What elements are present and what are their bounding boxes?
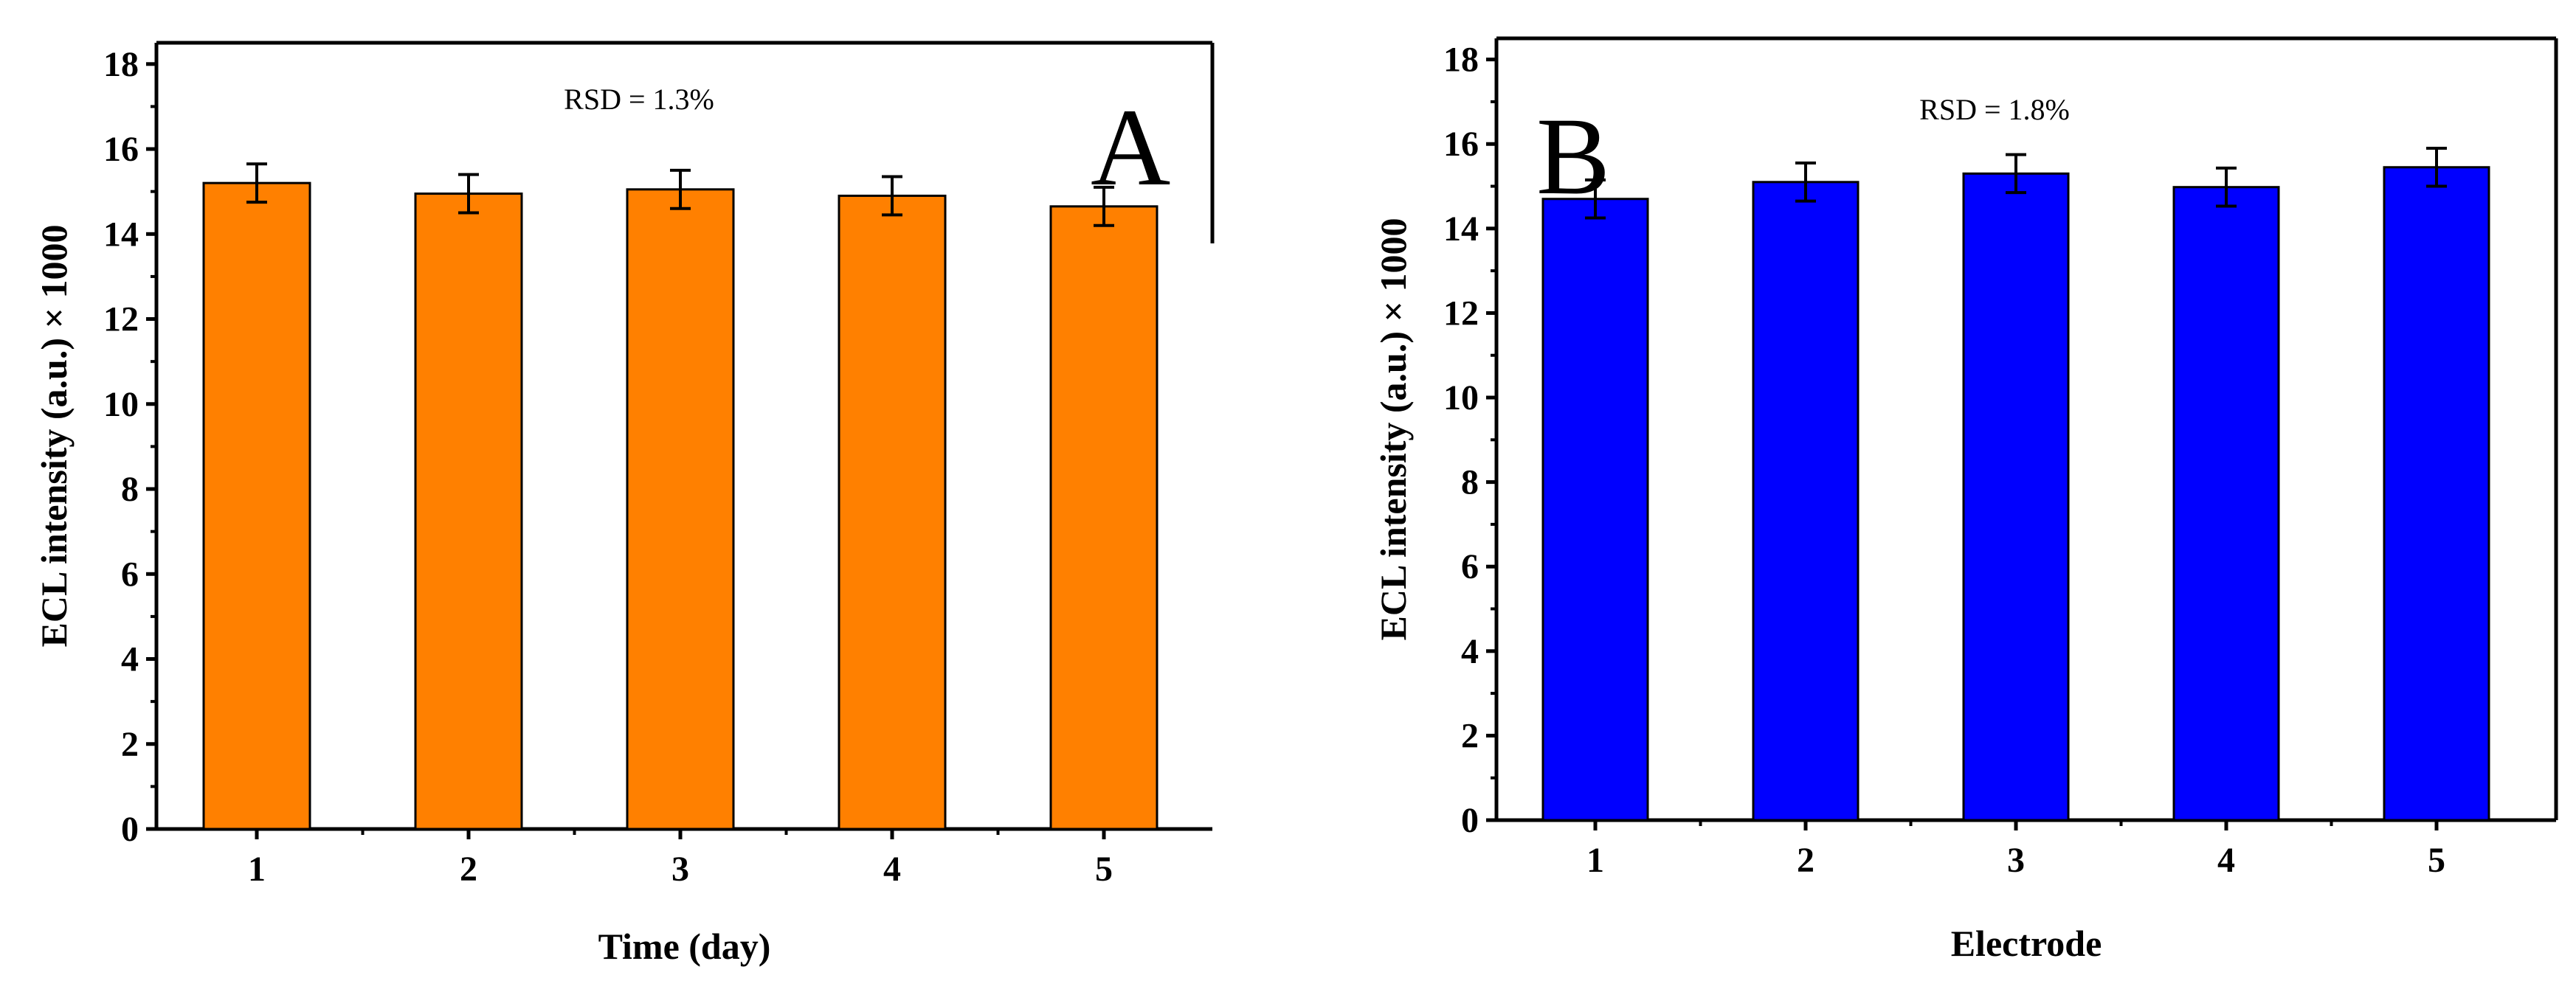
bar-2 [1752,181,1860,822]
x-tick-label: 2 [1797,841,1814,880]
y-tick-label: 16 [1443,125,1479,164]
x-tick-label: 1 [1586,841,1604,880]
bar-5 [1049,205,1158,830]
y-tick-label: 4 [121,640,139,679]
bar-4 [838,194,947,830]
y-tick-label: 12 [103,300,139,339]
y-tick-label: 8 [1461,463,1479,502]
y-axis-title: ECL intensity (a.u.) × 1000 [33,225,75,648]
panel-label: B [1536,95,1610,218]
y-tick-label: 2 [1461,716,1479,755]
y-tick-label: 6 [121,555,139,594]
bar-5 [2383,166,2490,822]
bar-1 [1541,198,1649,822]
x-tick-label: 3 [671,850,689,889]
y-tick-label: 14 [103,215,139,254]
y-tick-label: 0 [121,810,139,849]
bar-4 [2172,186,2280,822]
y-tick-label: 18 [103,45,139,84]
x-tick-label: 5 [1095,850,1113,889]
y-tick-label: 4 [1461,632,1479,671]
y-axis-title: ECL intensity (a.u.) × 1000 [1372,218,1414,641]
y-tick-label: 6 [1461,547,1479,586]
bar-3 [626,188,735,830]
x-tick-label: 5 [2428,841,2445,880]
bar-2 [414,192,523,830]
x-tick-label: 2 [460,850,477,889]
y-tick-label: 8 [121,470,139,509]
bar-3 [1962,172,2070,822]
x-tick-label: 4 [2217,841,2235,880]
y-tick-label: 2 [121,725,139,764]
y-tick-label: 10 [1443,378,1479,417]
x-tick-label: 3 [2007,841,2025,880]
panel-label: A [1091,86,1170,209]
y-tick-label: 12 [1443,294,1479,333]
x-tick-label: 1 [248,850,266,889]
x-tick-label: 4 [883,850,901,889]
y-tick-label: 0 [1461,801,1479,840]
x-axis-title: Electrode [1951,923,2102,964]
y-tick-label: 16 [103,130,139,169]
bar-1 [202,181,311,830]
y-tick-label: 18 [1443,41,1479,80]
x-axis-title: Time (day) [598,926,771,967]
rsd-annotation: RSD = 1.8% [1919,93,2070,126]
y-tick-label: 14 [1443,209,1479,249]
rsd-annotation: RSD = 1.3% [564,83,714,116]
y-tick-label: 10 [103,385,139,424]
